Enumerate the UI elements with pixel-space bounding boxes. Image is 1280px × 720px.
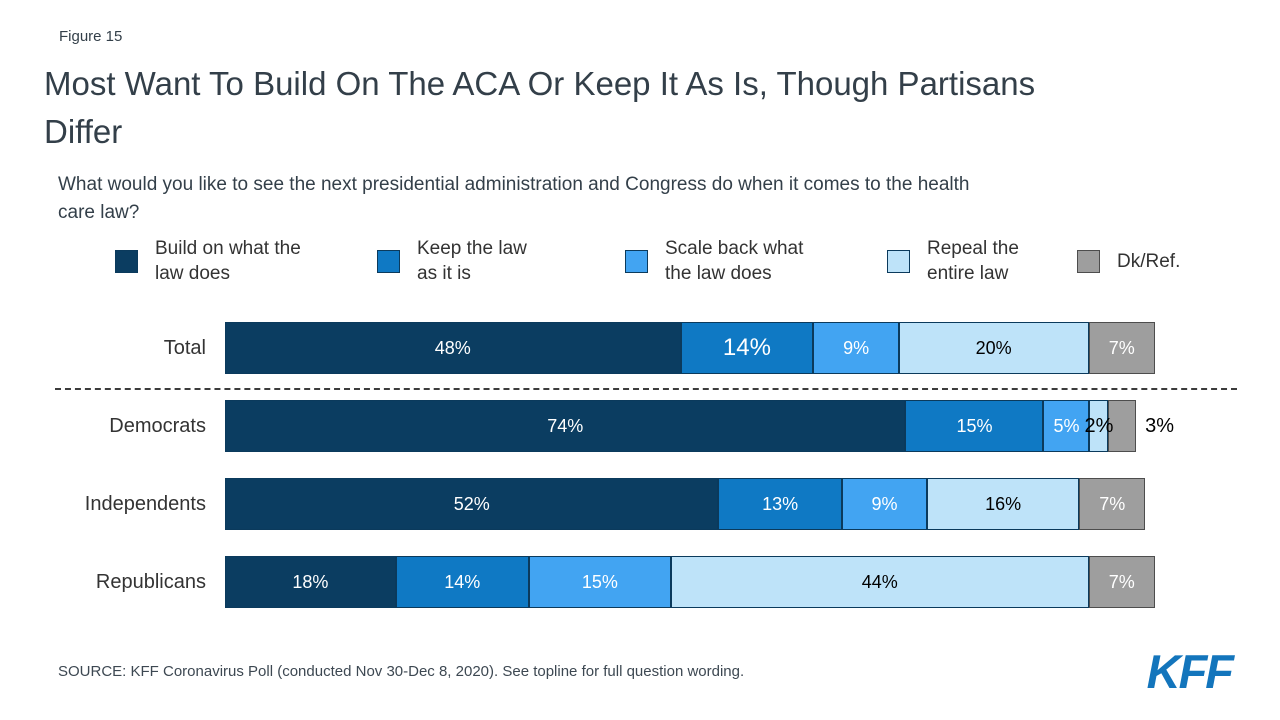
bar-value-label-outside: 3%	[1145, 414, 1174, 437]
legend-swatch-sky	[625, 249, 648, 273]
title-line-2: Differ	[44, 113, 123, 150]
bar-segment: 14%	[395, 556, 529, 608]
bar-row-republicans: 18% 14% 15% 44% 7%	[225, 556, 1174, 608]
bar-segment: 15%	[905, 400, 1044, 452]
bar-value-label: 15%	[956, 415, 993, 436]
bar-value-label: 14%	[722, 334, 771, 361]
legend-item: Dk/Ref.	[1077, 231, 1180, 291]
bar-segment: 2%	[1085, 400, 1113, 452]
bar-segment: 7%	[1079, 478, 1146, 530]
bar-value-label: 7%	[1108, 337, 1135, 358]
dashed-divider	[55, 388, 1237, 390]
title-line-1: Most Want To Build On The ACA Or Keep It…	[44, 65, 1036, 102]
bar-segment: 13%	[718, 478, 842, 530]
figure-label: Figure 15	[59, 28, 123, 45]
bar-segment: 20%	[898, 322, 1089, 374]
legend-item: Repeal the entire law	[887, 231, 1019, 291]
legend-label: Dk/Ref.	[1117, 250, 1181, 272]
legend-item: Build on what the law does	[115, 231, 301, 291]
survey-question: What would you like to see the next pres…	[58, 171, 969, 227]
bar-segment: 52%	[225, 478, 719, 530]
bar-segment: 7%	[1088, 556, 1155, 608]
question-line-2: care law?	[58, 202, 140, 223]
bar-value-label: 14%	[444, 571, 481, 592]
legend-label: Repeal the entire law	[927, 238, 1019, 284]
bar-value-label: 13%	[762, 493, 799, 514]
bar-segment: 18%	[225, 556, 396, 608]
legend-label: Scale back what the law does	[665, 238, 804, 284]
page-title: Most Want To Build On The ACA Or Keep It…	[44, 60, 1035, 156]
bar-value-label: 7%	[1108, 571, 1135, 592]
bar-value-label: 7%	[1099, 493, 1126, 514]
bar-row-democrats: 74% 15% 5% 2% 3%	[225, 400, 1174, 452]
bar-category-label: Democrats	[109, 415, 206, 437]
bar-segment: 16%	[927, 478, 1080, 530]
legend-swatch-navy	[115, 249, 138, 273]
bar-segment: 14%	[680, 322, 814, 374]
bar-segment: 74%	[225, 400, 906, 452]
bar-segment: 5%	[1043, 400, 1090, 452]
bar-segment: 48%	[225, 322, 681, 374]
bar-value-label: 18%	[292, 571, 329, 592]
bar-segment: 15%	[528, 556, 672, 608]
bar-category-label: Republicans	[95, 571, 206, 593]
legend-item: Scale back what the law does	[625, 231, 803, 291]
bar-value-label: 20%	[975, 337, 1012, 358]
bar-value-label: 16%	[985, 493, 1022, 514]
bar-value-label: 44%	[861, 571, 898, 592]
bar-segment: 7%	[1088, 322, 1155, 374]
bar-segment: 9%	[813, 322, 899, 374]
bar-value-label: 52%	[453, 493, 490, 514]
question-line-1: What would you like to see the next pres…	[58, 174, 970, 195]
bar-value-label: 15%	[581, 571, 618, 592]
bar-row-total: 48% 14% 9% 20% 7%	[225, 322, 1174, 374]
legend-swatch-gray	[1077, 249, 1100, 273]
source-note: SOURCE: KFF Coronavirus Poll (conducted …	[58, 663, 745, 680]
bar-segment: 44%	[671, 556, 1089, 608]
bar-category-label: Total	[163, 337, 206, 359]
bar-value-label: 9%	[843, 337, 870, 358]
kff-logo: KFF	[1146, 645, 1234, 698]
bar-row-independents: 52% 13% 9% 16% 7%	[225, 478, 1174, 530]
bar-value-label: 5%	[1053, 415, 1080, 436]
bar-value-label: 74%	[547, 415, 584, 436]
bar-segment	[1108, 400, 1137, 452]
legend-label: Build on what the law does	[155, 238, 301, 284]
legend-item: Keep the law as it is	[377, 231, 527, 291]
bar-value-label: 2%	[1084, 414, 1114, 437]
bar-value-label: 48%	[434, 337, 471, 358]
legend-swatch-blue	[377, 249, 400, 273]
legend-swatch-pale	[887, 249, 910, 273]
chart-legend: Build on what the law does Keep the law a…	[0, 231, 1280, 291]
bar-segment: 9%	[841, 478, 928, 530]
legend-label: Keep the law as it is	[417, 238, 527, 284]
bar-category-label: Independents	[84, 493, 206, 515]
bar-value-label: 9%	[871, 493, 898, 514]
